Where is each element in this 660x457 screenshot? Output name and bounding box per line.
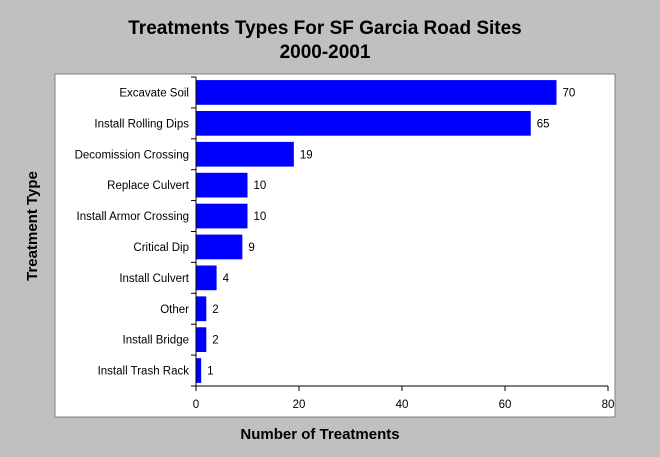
x-tick-label: 0 bbox=[193, 399, 199, 411]
bar bbox=[196, 234, 243, 260]
data-label: 10 bbox=[254, 211, 267, 223]
data-label: 19 bbox=[300, 149, 313, 161]
chart-subtitle: 2000-2001 bbox=[280, 42, 371, 63]
bar bbox=[196, 327, 207, 353]
bar bbox=[196, 203, 248, 229]
category-label: Install Armor Crossing bbox=[77, 211, 189, 223]
data-label: 1 bbox=[207, 366, 213, 378]
category-label: Other bbox=[160, 304, 189, 316]
bar bbox=[196, 80, 557, 105]
category-label: Install Trash Rack bbox=[98, 366, 190, 378]
category-label: Decomission Crossing bbox=[75, 149, 189, 161]
category-label: Critical Dip bbox=[133, 242, 189, 254]
bar bbox=[196, 172, 248, 198]
bar bbox=[196, 358, 202, 383]
x-tick-label: 20 bbox=[293, 399, 306, 411]
data-label: 4 bbox=[223, 273, 230, 285]
data-label: 2 bbox=[212, 304, 218, 316]
category-label: Install Rolling Dips bbox=[94, 118, 189, 130]
data-label: 65 bbox=[537, 118, 550, 130]
category-label: Replace Culvert bbox=[107, 180, 190, 192]
bar bbox=[196, 265, 217, 291]
data-label: 70 bbox=[563, 87, 576, 99]
x-tick-label: 80 bbox=[602, 399, 615, 411]
x-ticks: 0 20 40 60 80 bbox=[193, 386, 615, 411]
category-label: Install Bridge bbox=[123, 335, 189, 347]
chart-title: Treatments Types For SF Garcia Road Site… bbox=[128, 18, 522, 39]
y-axis-title: Treatment Type bbox=[24, 171, 41, 281]
bar bbox=[196, 296, 207, 322]
data-label: 9 bbox=[248, 242, 254, 254]
data-label: 10 bbox=[254, 180, 267, 192]
x-tick-label: 60 bbox=[499, 399, 512, 411]
bar bbox=[196, 141, 294, 167]
category-label: Install Culvert bbox=[119, 273, 189, 285]
bar bbox=[196, 110, 531, 136]
x-axis-title: Number of Treatments bbox=[240, 426, 399, 443]
x-tick-label: 40 bbox=[396, 399, 409, 411]
data-label: 2 bbox=[212, 335, 218, 347]
category-label: Excavate Soil bbox=[119, 87, 189, 99]
